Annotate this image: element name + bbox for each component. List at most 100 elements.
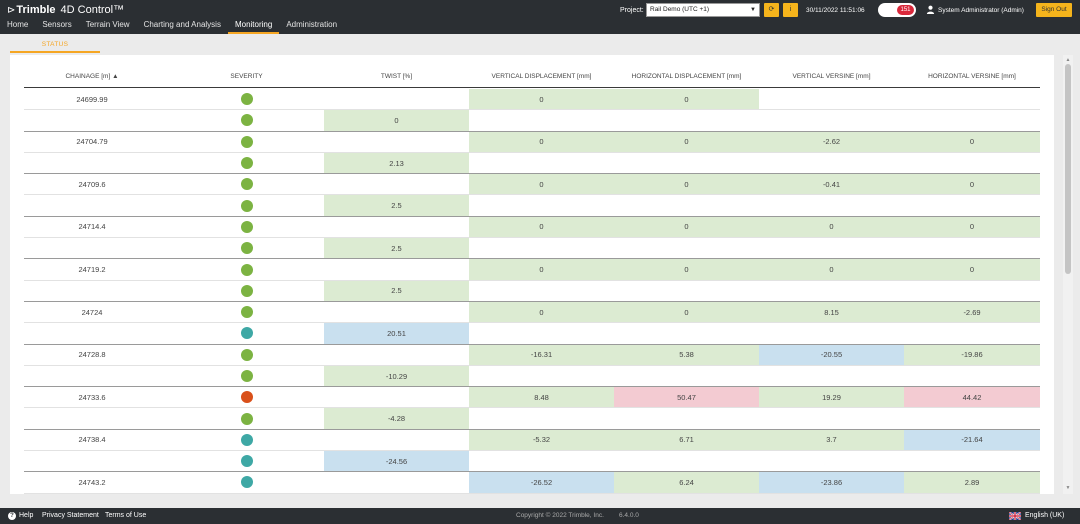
trimble-logo[interactable]: ⊳ Trimble 4D Control™	[7, 3, 124, 17]
horizontal-versine-cell: 2.89	[904, 472, 1040, 493]
twist-cell	[324, 132, 469, 152]
chainage-cell-value: 24728.8	[78, 350, 106, 360]
severity-teal-indicator	[240, 327, 253, 340]
chainage-cell: 24709.6	[24, 174, 160, 194]
nav-item-sensors[interactable]: Sensors	[42, 20, 72, 29]
table-row[interactable]: 0	[24, 110, 1040, 132]
table-row[interactable]: 24719.2 0 0 0 0	[24, 259, 1040, 281]
twist-cell	[324, 174, 469, 194]
table-row[interactable]: 24728.8 -16.31 5.38 -20.55 -19.86	[24, 344, 1040, 366]
vertical-versine-cell-value: 8.15	[824, 307, 839, 317]
horizontal-versine-cell: 44.42	[904, 387, 1040, 408]
horizontal-versine-cell: -19.86	[904, 344, 1040, 365]
severity-cell	[169, 174, 324, 194]
horizontal-displacement-cell: 0	[614, 131, 759, 152]
scrollbar-thumb[interactable]	[1065, 64, 1071, 274]
vertical-scrollbar[interactable]	[1063, 55, 1073, 494]
chainage-cell: 24743.2	[24, 472, 160, 492]
column-header-twist[interactable]: TWIST [%]	[380, 73, 413, 80]
twist-cell-value: 2.5	[391, 243, 402, 253]
twist-cell	[324, 387, 469, 407]
vertical-versine-cell	[759, 323, 904, 343]
vertical-displacement-cell	[469, 110, 614, 130]
table-row[interactable]: 24733.6 8.48 50.47 19.29 44.42	[24, 387, 1040, 409]
scroll-down-icon[interactable]: ▼	[1065, 485, 1071, 491]
vertical-versine-cell: 0	[759, 216, 904, 238]
table-row[interactable]: -24.56	[24, 451, 1040, 473]
chainage-cell: 24733.6	[24, 387, 160, 407]
vertical-versine-cell: 19.29	[759, 387, 904, 408]
table-row[interactable]: 24709.6 0 0 -0.41 0	[24, 174, 1040, 196]
vertical-versine-cell-value: 0	[829, 265, 834, 275]
severity-cell	[169, 153, 324, 173]
severity-cell	[169, 259, 324, 279]
chainage-cell-value: 24733.6	[78, 392, 106, 402]
column-header-vd[interactable]: VERTICAL DISPLACEMENT [mm]	[491, 73, 592, 80]
nav-item-terrain-view[interactable]: Terrain View	[85, 20, 130, 29]
privacy-statement-link[interactable]: Privacy Statement	[42, 512, 99, 519]
table-row[interactable]: 24704.79 0 0 -2.62 0	[24, 131, 1040, 153]
column-header-hd[interactable]: HORIZONTAL DISPLACEMENT [mm]	[631, 73, 742, 80]
table-row[interactable]: 2.5	[24, 280, 1040, 302]
chainage-cell	[24, 366, 160, 386]
scroll-up-icon[interactable]: ▲	[1065, 57, 1071, 63]
table-row[interactable]: 2.13	[24, 152, 1040, 175]
help-link[interactable]: ? Help	[8, 511, 33, 521]
horizontal-versine-cell	[904, 153, 1040, 173]
vertical-versine-cell: 8.15	[759, 301, 904, 323]
chainage-cell: 24704.79	[24, 132, 160, 152]
vertical-displacement-cell-value: 0	[539, 265, 544, 275]
sign-out-button[interactable]: Sign Out	[1036, 3, 1072, 17]
alarm-toggle[interactable]: 151	[878, 3, 916, 17]
horizontal-displacement-cell: 0	[614, 174, 759, 195]
nav-item-monitoring[interactable]: Monitoring	[227, 18, 280, 34]
vertical-versine-cell: 0	[759, 259, 904, 280]
nav-item-administration[interactable]: Administration	[286, 20, 338, 29]
twist-cell	[324, 302, 469, 322]
terms-of-use-link[interactable]: Terms of Use	[105, 512, 147, 519]
column-header-vv[interactable]: VERTICAL VERSINE [mm]	[792, 73, 871, 80]
vertical-displacement-cell-value: 0	[539, 307, 544, 317]
horizontal-versine-cell	[904, 110, 1040, 130]
column-header-hv[interactable]: HORIZONTAL VERSINE [mm]	[928, 73, 1016, 80]
horizontal-versine-cell-value: 0	[969, 222, 975, 232]
user-name[interactable]: System Administrator (Admin)	[938, 7, 1024, 14]
vertical-displacement-cell-value: -16.31	[530, 350, 553, 360]
vertical-displacement-cell: 0	[469, 301, 614, 323]
table-row[interactable]: 24738.4 -5.32 6.71 3.7 -21.64	[24, 429, 1040, 452]
chainage-cell: 24728.8	[24, 345, 160, 365]
horizontal-displacement-cell	[614, 238, 759, 258]
table-row[interactable]: 2.5	[24, 238, 1040, 260]
info-button[interactable]: i	[783, 3, 798, 17]
chainage-cell-value: 24738.4	[78, 435, 106, 445]
refresh-button[interactable]: ⟳	[764, 3, 779, 17]
vertical-displacement-cell	[469, 195, 614, 215]
horizontal-displacement-cell: 0	[614, 216, 759, 238]
table-row[interactable]: 24724 0 0 8.15 -2.69	[24, 301, 1040, 324]
table-row[interactable]: 24699.99 0 0	[24, 89, 1040, 111]
horizontal-displacement-cell: 6.71	[614, 429, 759, 451]
tab-status[interactable]: STATUS	[10, 40, 100, 53]
footer: ? Help Privacy Statement Terms of Use Co…	[0, 508, 1080, 524]
table-row[interactable]: 2.5	[24, 195, 1040, 217]
vertical-displacement-cell	[469, 281, 614, 301]
chainage-cell: 24719.2	[24, 259, 160, 279]
column-header-severity[interactable]: SEVERITY	[230, 73, 263, 80]
severity-green-indicator	[240, 412, 253, 425]
table-row[interactable]: -4.28	[24, 408, 1040, 430]
horizontal-versine-cell-value: 0	[969, 179, 975, 189]
twist-cell: 2.5	[324, 238, 469, 259]
nav-item-home[interactable]: Home	[7, 20, 29, 29]
table-row[interactable]: 24743.2 -26.52 6.24 -23.86 2.89	[24, 472, 1040, 494]
horizontal-versine-cell: 0	[904, 174, 1040, 195]
project-select[interactable]: Rail Demo (UTC +1) ▼	[646, 3, 760, 17]
table-row[interactable]: 24714.4 0 0 0 0	[24, 216, 1040, 239]
column-header-chainage[interactable]: CHAINAGE [m] ▲	[65, 73, 119, 80]
twist-cell: -4.28	[324, 408, 469, 429]
horizontal-displacement-cell-value: 5.38	[679, 350, 694, 360]
nav-item-charting-and-analysis[interactable]: Charting and Analysis	[143, 20, 221, 29]
refresh-icon: ⟳	[768, 6, 775, 13]
language-selector[interactable]: English (UK)	[1025, 512, 1065, 519]
table-row[interactable]: -10.29	[24, 365, 1040, 388]
table-row[interactable]: 20.51	[24, 323, 1040, 345]
